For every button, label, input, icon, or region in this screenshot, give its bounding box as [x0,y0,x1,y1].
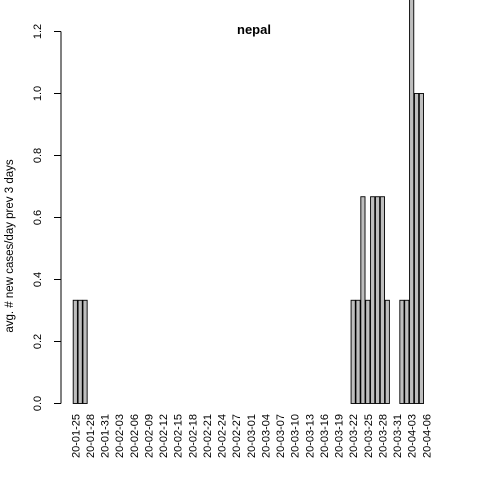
bar [379,196,385,404]
x-tick-label: 20-03-25 [363,414,375,458]
bar [370,196,376,404]
bar [350,299,356,404]
bar [72,299,78,404]
y-tick-label: 0.0 [32,396,44,411]
bar [399,299,405,404]
x-tick-label: 20-04-06 [421,414,433,458]
y-tick-label: 1.0 [32,86,44,101]
x-tick-label: 20-02-03 [114,414,126,458]
x-tick-label: 20-03-07 [275,414,287,458]
bar [365,299,371,404]
x-tick-label: 20-02-12 [158,414,170,458]
x-tick-label: 20-02-15 [173,414,185,458]
x-tick-label: 20-01-28 [85,414,97,458]
x-tick-label: 20-03-19 [334,414,346,458]
bar [418,93,424,404]
bar-group [72,0,424,404]
x-tick-label: 20-03-04 [260,414,272,458]
bar [82,299,88,404]
bar [409,0,415,404]
x-tick-label: 20-02-18 [187,414,199,458]
y-tick-label: 0.2 [32,334,44,349]
bar [404,299,410,404]
x-tick-label: 20-03-10 [290,414,302,458]
y-tick-label: 1.2 [32,24,44,39]
bar [77,299,83,404]
bar [414,93,420,404]
x-tick-label: 20-02-24 [217,414,229,458]
bar [384,299,390,404]
y-tick-label: 0.8 [32,148,44,163]
x-tick-label: 20-03-01 [246,414,258,458]
x-tick-label: 20-01-31 [100,414,112,458]
y-axis-title: avg. # new cases/day prev 3 days [4,159,16,332]
x-tick-label: 20-03-31 [392,414,404,458]
x-tick-label: 20-03-16 [319,414,331,458]
x-tick-label: 20-04-03 [407,414,419,458]
y-tick-label: 0.6 [32,210,44,225]
y-axis: 0.0 0.2 0.4 0.6 0.8 1.0 1.2 [32,24,62,411]
bar [355,299,361,404]
x-tick-label: 20-02-27 [231,414,243,458]
y-tick-label: 0.4 [32,272,44,287]
x-tick-label: 20-02-21 [202,414,214,458]
bar [375,196,381,404]
x-tick-label: 20-03-13 [304,414,316,458]
x-tick-label: 20-03-28 [377,414,389,458]
x-tick-label: 20-01-25 [70,414,82,458]
x-tick-label: 20-02-06 [129,414,141,458]
x-tick-label: 20-02-09 [143,414,155,458]
x-tick-label: 20-03-22 [348,414,360,458]
chart-title: nepal [237,22,271,37]
x-axis: 20-01-25 20-01-28 20-01-31 20-02-03 20-02-06… [70,414,433,458]
bar [360,196,366,404]
